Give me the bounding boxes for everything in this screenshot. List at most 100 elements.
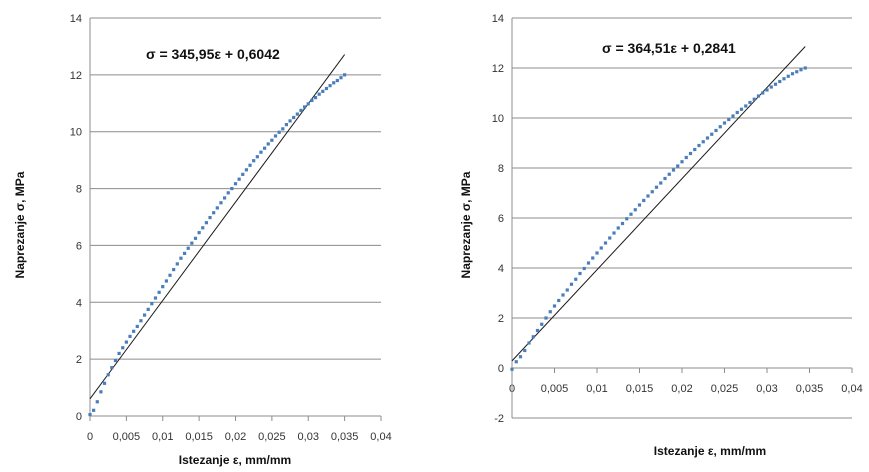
y-tick-label: 4 [76,297,82,309]
data-point [531,335,535,339]
data-point [306,102,310,106]
data-point [744,104,748,108]
data-point [752,97,756,101]
right-chart-data-points [510,66,807,371]
data-point [684,155,688,160]
data-point [582,266,586,271]
data-point [241,172,245,176]
data-point [633,208,637,212]
data-point [313,96,318,100]
data-point [281,127,285,131]
data-point [548,310,552,314]
data-point [552,304,557,308]
data-point [204,221,208,225]
data-point [88,412,92,417]
right-chart-y-axis-title: Naprezanje σ, MPa [459,171,473,278]
right-chart-gridlines [512,17,852,419]
data-point [299,108,303,112]
data-point [591,256,595,260]
data-point [765,88,769,92]
data-point [193,236,198,240]
data-point [168,273,172,277]
data-point [95,400,99,404]
data-point [710,132,714,136]
x-tick-label: 0,02 [671,383,692,395]
x-tick-label: 0,04 [370,431,391,443]
x-tick-label: 0,03 [298,431,319,443]
trendline [511,46,806,362]
x-tick-label: 0,035 [796,383,824,395]
data-point [544,316,548,320]
data-point [646,194,650,198]
data-point [292,115,296,120]
data-point [739,107,744,111]
data-point [252,159,256,163]
data-point [795,70,799,74]
data-point [270,138,274,142]
data-point [586,261,591,265]
right-chart-y-tick-labels: -2 0 2 4 6 8 10 12 14 [492,13,504,425]
right-chart-trendline-group [511,46,806,362]
data-point [146,307,150,311]
y-tick-label: 2 [76,354,82,366]
data-point [608,236,612,240]
data-point [117,351,121,356]
data-point [288,119,292,123]
left-chart-equation: σ = 345,95ε + 0,6042 [146,46,280,62]
y-tick-label: 8 [498,163,504,175]
data-point [142,313,147,317]
x-tick-label: 0,03 [756,383,777,395]
x-tick-label: 0,02 [225,431,246,443]
data-point [578,271,582,276]
y-tick-label: 8 [76,184,82,196]
data-point [215,206,219,210]
data-point [317,92,321,96]
data-point [782,77,786,81]
data-point [273,134,278,138]
y-tick-label: 6 [76,240,82,252]
data-point [255,155,259,159]
data-point [620,221,625,226]
x-tick-label: 0,015 [626,383,654,395]
data-point [150,302,154,306]
data-point [569,282,574,286]
data-point [284,123,289,127]
data-point [778,79,782,84]
left-chart: 0 2 4 6 8 10 12 14 0 0,005 0,01 0,015 0,02 0,025 0,03… [13,13,392,467]
y-tick-label: -2 [494,413,504,425]
data-point [332,81,336,85]
data-point [523,348,527,353]
x-tick-label: 0,04 [841,383,862,395]
left-chart-y-tick-labels: 0 2 4 6 8 10 12 14 [70,13,82,423]
data-point [248,163,252,167]
data-point [102,381,107,385]
left-chart-x-axis-title: Istezanje ε, mm/mm [179,453,291,467]
data-point [106,373,110,377]
y-tick-label: 14 [70,13,82,25]
data-point [310,98,314,103]
data-point [799,68,803,72]
data-point [190,241,194,245]
data-point [629,212,633,216]
data-point [182,251,187,255]
data-point [705,136,710,140]
data-point [663,176,667,181]
data-point [701,140,705,144]
data-point [676,164,680,168]
data-point [179,256,183,260]
data-point [773,82,778,86]
data-point [518,355,523,359]
data-point [671,168,676,172]
data-point [637,203,642,207]
data-point [153,296,158,300]
y-tick-label: 12 [70,70,82,82]
data-point [328,84,332,88]
data-point [642,198,646,203]
x-tick-label: 0,01 [586,383,607,395]
data-point [201,226,205,230]
data-point [135,324,139,329]
data-point [157,290,161,294]
data-point [693,147,697,152]
data-point [557,298,561,303]
data-point [110,366,114,370]
